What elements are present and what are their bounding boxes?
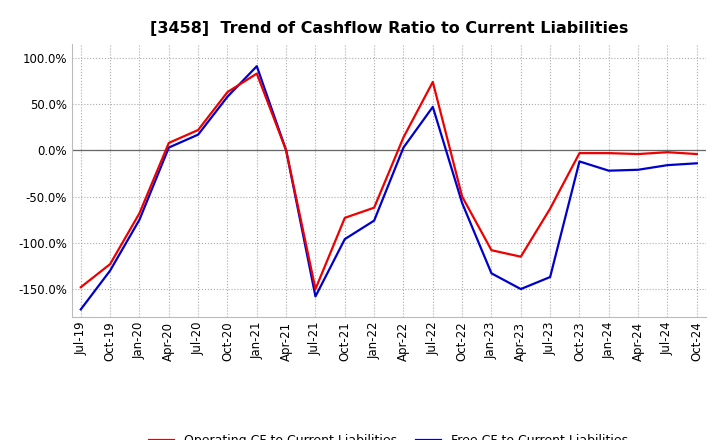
Legend: Operating CF to Current Liabilities, Free CF to Current Liabilities: Operating CF to Current Liabilities, Fre… [144,429,634,440]
Operating CF to Current Liabilities [546,206,554,211]
Operating CF to Current Liabilities [106,261,114,267]
Operating CF to Current Liabilities [76,285,85,290]
Line: Free CF to Current Liabilities: Free CF to Current Liabilities [81,66,697,309]
Free CF to Current Liabilities [516,286,525,292]
Operating CF to Current Liabilities [164,140,173,146]
Free CF to Current Liabilities [370,218,379,223]
Free CF to Current Liabilities [282,148,290,153]
Operating CF to Current Liabilities [135,211,144,216]
Operating CF to Current Liabilities [634,151,642,157]
Free CF to Current Liabilities [194,132,202,137]
Operating CF to Current Liabilities [516,254,525,259]
Operating CF to Current Liabilities [341,215,349,220]
Free CF to Current Liabilities [223,94,232,99]
Free CF to Current Liabilities [428,104,437,110]
Operating CF to Current Liabilities [223,89,232,95]
Operating CF to Current Liabilities [605,150,613,156]
Free CF to Current Liabilities [253,63,261,69]
Operating CF to Current Liabilities [575,150,584,156]
Free CF to Current Liabilities [487,271,496,276]
Title: [3458]  Trend of Cashflow Ratio to Current Liabilities: [3458] Trend of Cashflow Ratio to Curren… [150,21,628,36]
Free CF to Current Liabilities [458,200,467,205]
Free CF to Current Liabilities [693,161,701,166]
Operating CF to Current Liabilities [428,79,437,84]
Free CF to Current Liabilities [76,307,85,312]
Free CF to Current Liabilities [164,145,173,150]
Operating CF to Current Liabilities [458,194,467,199]
Free CF to Current Liabilities [575,159,584,164]
Operating CF to Current Liabilities [194,127,202,132]
Operating CF to Current Liabilities [487,248,496,253]
Operating CF to Current Liabilities [370,205,379,210]
Free CF to Current Liabilities [605,168,613,173]
Free CF to Current Liabilities [634,167,642,172]
Free CF to Current Liabilities [663,162,672,168]
Free CF to Current Liabilities [546,275,554,280]
Free CF to Current Liabilities [341,236,349,242]
Free CF to Current Liabilities [311,294,320,299]
Line: Operating CF to Current Liabilities: Operating CF to Current Liabilities [81,73,697,289]
Free CF to Current Liabilities [399,145,408,150]
Free CF to Current Liabilities [106,268,114,273]
Operating CF to Current Liabilities [282,148,290,153]
Operating CF to Current Liabilities [693,151,701,157]
Free CF to Current Liabilities [135,217,144,222]
Operating CF to Current Liabilities [399,135,408,140]
Operating CF to Current Liabilities [663,150,672,155]
Operating CF to Current Liabilities [311,286,320,292]
Operating CF to Current Liabilities [253,71,261,76]
